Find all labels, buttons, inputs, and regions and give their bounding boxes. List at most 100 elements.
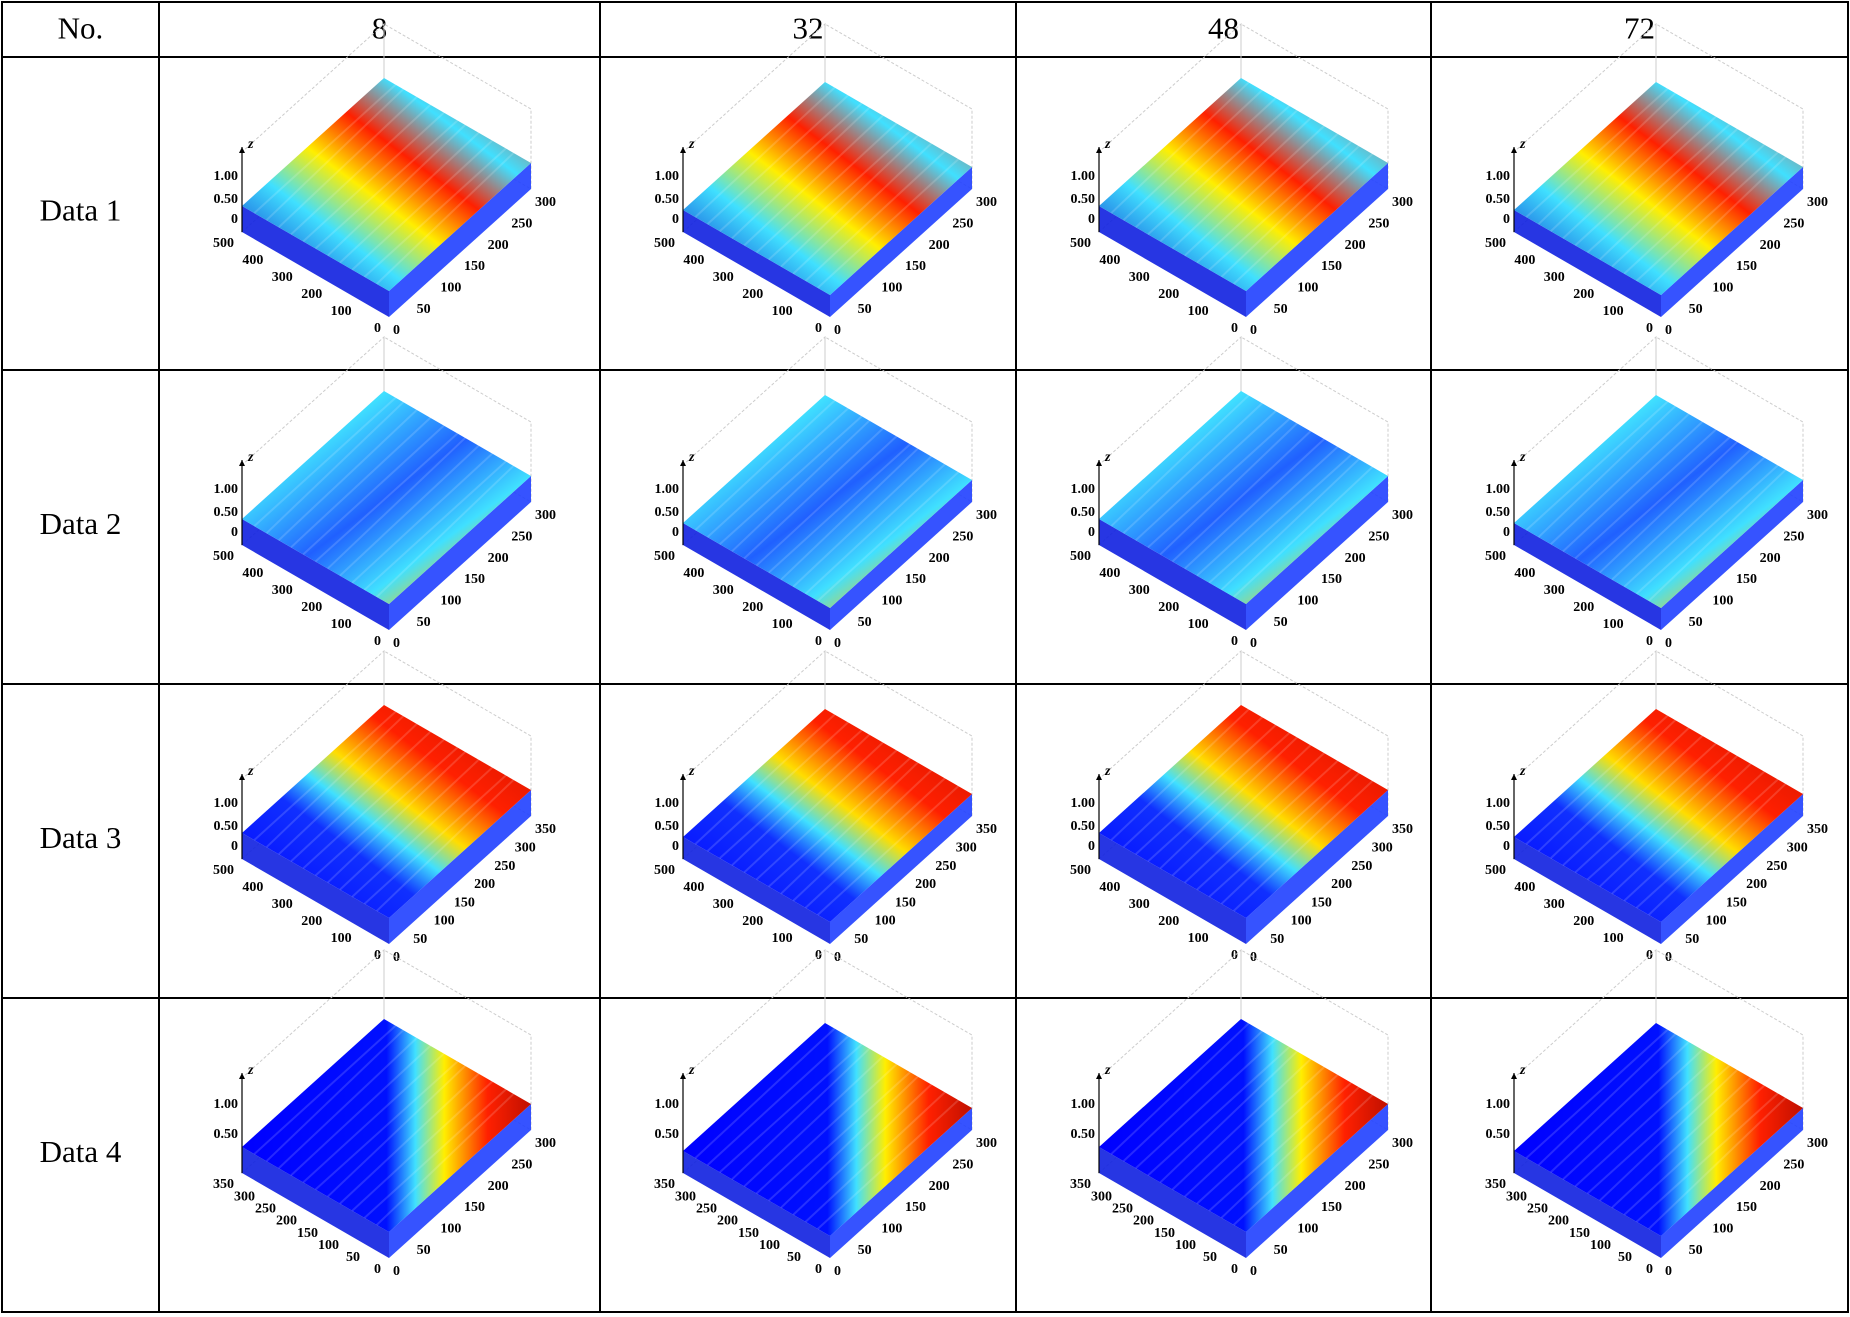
surface-texture	[1562, 732, 1706, 867]
surface-texture	[1110, 77, 1254, 214]
surface-texture	[265, 710, 410, 848]
surface-texture	[768, 442, 912, 574]
surface-top	[242, 78, 531, 291]
surface-texture	[278, 92, 422, 228]
header-cell: 48	[1208, 11, 1239, 46]
x-tick-label: 100	[881, 594, 902, 609]
x-tick-label: 100	[875, 914, 896, 929]
surface-texture	[1147, 731, 1291, 863]
x-tick-label: 300	[1392, 1136, 1413, 1151]
surface-texture	[1525, 400, 1669, 531]
z-tick-label: 0.50	[655, 819, 680, 834]
x-tick-label: 100	[1712, 1222, 1733, 1237]
y-tick-label: 200	[1158, 914, 1179, 929]
y-tick-label: 400	[242, 253, 263, 268]
y-tick-label: 300	[675, 1189, 696, 1204]
surface-front	[683, 210, 830, 317]
z-tick-label: 0	[1503, 839, 1510, 854]
back-wall	[824, 949, 973, 1131]
y-tick-label: 0	[815, 948, 822, 963]
z-tick-label: 1.00	[1071, 482, 1096, 497]
x-tick-label: 0	[834, 950, 841, 965]
y-tick-label: 200	[742, 287, 763, 302]
surface-side	[1661, 794, 1803, 944]
x-tick-label: 200	[488, 551, 509, 566]
z-arrow	[680, 1073, 686, 1079]
surface-texture	[1220, 141, 1365, 278]
x-tick-label: 300	[976, 508, 997, 523]
surface-top	[1514, 395, 1803, 608]
x-tick-label: 300	[1787, 841, 1808, 856]
back-wall	[1240, 23, 1389, 190]
x-tick-label: 250	[511, 1158, 532, 1173]
surface-texture	[1122, 1027, 1267, 1162]
y-tick-label: 150	[738, 1226, 759, 1241]
surface-top	[1099, 705, 1388, 918]
surface-texture	[780, 1070, 924, 1209]
y-tick-label: 500	[1485, 549, 1506, 564]
y-tick-label: 200	[1573, 287, 1594, 302]
x-tick-label: 0	[834, 323, 841, 338]
surface-texture	[1171, 426, 1316, 563]
surface-texture	[1233, 150, 1377, 285]
surface-texture	[1537, 87, 1682, 225]
z-tick-label: 0.50	[1486, 192, 1511, 207]
x-tick-label: 50	[417, 615, 431, 630]
z-tick-label: 0.50	[1071, 1127, 1096, 1142]
surface-texture	[1184, 435, 1328, 570]
surface-texture	[1171, 740, 1316, 877]
surface-texture	[1599, 123, 1743, 261]
x-tick-label: 50	[1274, 1243, 1288, 1258]
surface-texture	[1550, 723, 1694, 859]
surface-texture	[1623, 769, 1767, 902]
surface-texture	[755, 747, 900, 881]
x-tick-label: 100	[434, 914, 455, 929]
surface-texture	[302, 423, 446, 556]
z-axis-label: z	[247, 764, 254, 779]
surface-texture	[1110, 704, 1254, 841]
z-arrow	[1511, 460, 1517, 466]
surface-texture	[1574, 1055, 1718, 1188]
surface-side	[389, 476, 531, 630]
y-tick-label: 0	[1231, 321, 1238, 336]
surface-texture	[1184, 122, 1328, 257]
z-axis-label: z	[688, 450, 695, 465]
y-tick-label: 500	[1070, 549, 1091, 564]
surface-texture	[1550, 96, 1694, 232]
y-tick-label: 300	[272, 897, 293, 912]
x-tick-label: 150	[905, 1200, 926, 1215]
x-tick-label: 0	[393, 1264, 400, 1279]
surface-side	[830, 480, 972, 630]
x-tick-label: 200	[488, 238, 509, 253]
surface-texture	[327, 119, 471, 257]
surface-top	[1099, 391, 1388, 604]
x-tick-label: 200	[474, 877, 495, 892]
y-tick-label: 300	[713, 897, 734, 912]
x-tick-label: 250	[1368, 530, 1389, 545]
surface-texture	[817, 470, 961, 602]
surface-texture	[1586, 1064, 1731, 1195]
y-tick-label: 400	[1099, 880, 1120, 895]
surface-texture	[1220, 1082, 1365, 1219]
surface-texture	[376, 774, 520, 912]
y-tick-label: 100	[1603, 617, 1624, 632]
surface-side	[1661, 480, 1803, 630]
z-tick-label: 1.00	[1486, 796, 1511, 811]
x-tick-label: 300	[976, 1136, 997, 1151]
x-tick-label: 0	[393, 636, 400, 651]
surface-texture	[1611, 1073, 1755, 1209]
z-tick-label: 0	[672, 525, 679, 540]
x-tick-label: 150	[905, 259, 926, 274]
z-tick-label: 1.00	[655, 482, 680, 497]
z-arrow	[680, 460, 686, 466]
y-tick-label: 400	[1099, 566, 1120, 581]
surface-texture	[290, 101, 434, 236]
y-tick-label: 100	[1603, 304, 1624, 319]
x-tick-label: 200	[1331, 877, 1352, 892]
surface-texture	[339, 755, 483, 891]
y-tick-label: 100	[1188, 304, 1209, 319]
